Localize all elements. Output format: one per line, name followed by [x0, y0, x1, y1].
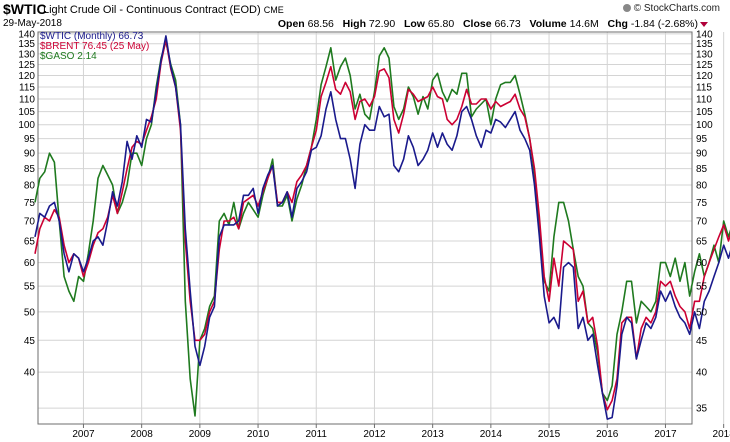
- low-label: Low: [403, 18, 425, 30]
- legend-entry-wtic: $WTIC (Monthly) 66.73: [40, 31, 144, 42]
- y-tick-label-left: 95: [24, 134, 36, 145]
- x-tick-label: 2017: [654, 429, 677, 440]
- series-line-brent: [34, 39, 730, 411]
- x-tick-label: 2014: [480, 429, 503, 440]
- x-tick-label: 2013: [422, 429, 445, 440]
- right-y-axis: 3540455055606570758085909510010511011512…: [696, 29, 713, 414]
- y-tick-label-left: 70: [24, 217, 36, 228]
- x-tick-label: 2008: [131, 429, 154, 440]
- y-tick-label-right: 60: [696, 258, 708, 269]
- y-tick-label-left: 135: [18, 39, 35, 50]
- legend-entry-brent: $BRENT 76.45 (25 May): [40, 41, 150, 52]
- y-tick-label-left: 45: [24, 336, 36, 347]
- y-tick-label-left: 125: [18, 60, 35, 71]
- plot-frame: [37, 31, 693, 425]
- y-tick-label-left: 90: [24, 149, 36, 160]
- legend-entry-gaso: $GASO 2.14: [40, 51, 97, 62]
- legend: $WTIC (Monthly) 66.73 $BRENT 76.45 (25 M…: [40, 32, 149, 62]
- y-tick-label-right: 45: [696, 336, 708, 347]
- volume-value: 14.6M: [569, 18, 599, 30]
- y-tick-label-left: 130: [18, 49, 35, 60]
- y-tick-label-right: 90: [696, 149, 708, 160]
- y-tick-label-right: 110: [696, 95, 712, 106]
- y-tick-label-left: 40: [24, 368, 36, 379]
- series-lines: [34, 35, 730, 420]
- y-tick-label-right: 130: [696, 49, 713, 60]
- copyright-text: © StockCharts.com: [633, 3, 720, 14]
- x-tick-label: 2018: [713, 429, 730, 440]
- stockcharts-logo-icon: [622, 4, 631, 12]
- close-value: 66.73: [494, 18, 521, 30]
- low-value: 65.80: [427, 18, 455, 30]
- x-tick-label: 2011: [305, 429, 327, 440]
- x-tick-label: 2012: [363, 429, 386, 440]
- chart-date: 29-May-2018: [3, 18, 62, 29]
- y-tick-label-left: 105: [18, 107, 35, 118]
- left-y-axis: 4045505560657075808590951001051101151201…: [18, 29, 35, 378]
- exchange-label: CME: [263, 5, 284, 15]
- y-tick-label-left: 80: [24, 180, 36, 191]
- x-axis: 2007 2008 2009 2010 2011 2012 2013 2014 2015 2016…: [72, 424, 730, 440]
- copyright-notice: © StockCharts.com: [622, 3, 720, 14]
- y-tick-label-right: 140: [696, 29, 713, 40]
- y-tick-label-left: 75: [24, 198, 36, 209]
- y-tick-label-left: 85: [24, 164, 36, 175]
- open-value: 68.56: [307, 18, 334, 30]
- y-tick-label-right: 80: [696, 180, 708, 191]
- open-label: Open: [277, 18, 305, 30]
- y-tick-label-right: 105: [696, 107, 713, 118]
- ohlc-readout: Open 68.56 High 72.90 Low 65.80 Close 66…: [278, 18, 698, 30]
- x-tick-label: 2009: [189, 429, 212, 440]
- chart-grid: [38, 32, 725, 424]
- y-tick-label-left: 60: [24, 258, 36, 269]
- y-tick-label-right: 135: [696, 39, 713, 50]
- volume-label: Volume: [529, 18, 567, 30]
- series-line-gaso: [34, 40, 730, 417]
- y-tick-label-left: 100: [18, 120, 35, 131]
- y-tick-label-left: 120: [18, 71, 35, 82]
- close-label: Close: [462, 18, 492, 30]
- y-tick-label-right: 70: [696, 217, 708, 228]
- y-tick-label-left: 55: [24, 282, 36, 293]
- y-tick-label-right: 35: [696, 404, 708, 415]
- y-tick-label-right: 50: [696, 307, 708, 318]
- y-tick-label-right: 125: [696, 60, 713, 71]
- x-tick-label: 2015: [538, 429, 561, 440]
- y-tick-label-right: 75: [696, 198, 708, 209]
- high-label: High: [342, 18, 366, 30]
- y-tick-label-right: 100: [696, 120, 713, 131]
- y-tick-label-right: 40: [696, 368, 708, 379]
- series-line-wtic: [34, 35, 730, 420]
- change-down-arrow-icon: [700, 22, 708, 27]
- x-tick-label: 2016: [596, 429, 619, 440]
- y-tick-label-right: 120: [696, 71, 713, 82]
- x-tick-label: 2010: [247, 429, 270, 440]
- y-tick-label-left: 65: [24, 237, 36, 248]
- y-tick-label-right: 95: [696, 134, 708, 145]
- chg-label: Chg: [607, 18, 628, 30]
- high-value: 72.90: [368, 18, 396, 30]
- symbol-label[interactable]: $WTIC: [3, 1, 47, 17]
- y-tick-label-right: 85: [696, 164, 708, 175]
- y-tick-label-right: 65: [696, 237, 708, 248]
- description-text: Light Crude Oil - Continuous Contract (E…: [43, 4, 261, 16]
- y-tick-label-right: 115: [696, 83, 712, 94]
- y-tick-label-left: 50: [24, 307, 36, 318]
- chg-value: -1.84 (-2.68%): [630, 18, 698, 30]
- x-tick-label: 2007: [72, 429, 95, 440]
- y-tick-label-left: 115: [19, 83, 35, 94]
- symbol-description: Light Crude Oil - Continuous Contract (E…: [43, 4, 284, 16]
- y-tick-label-left: 140: [18, 29, 35, 40]
- y-tick-label-right: 55: [696, 282, 708, 293]
- y-tick-label-left: 110: [19, 95, 35, 106]
